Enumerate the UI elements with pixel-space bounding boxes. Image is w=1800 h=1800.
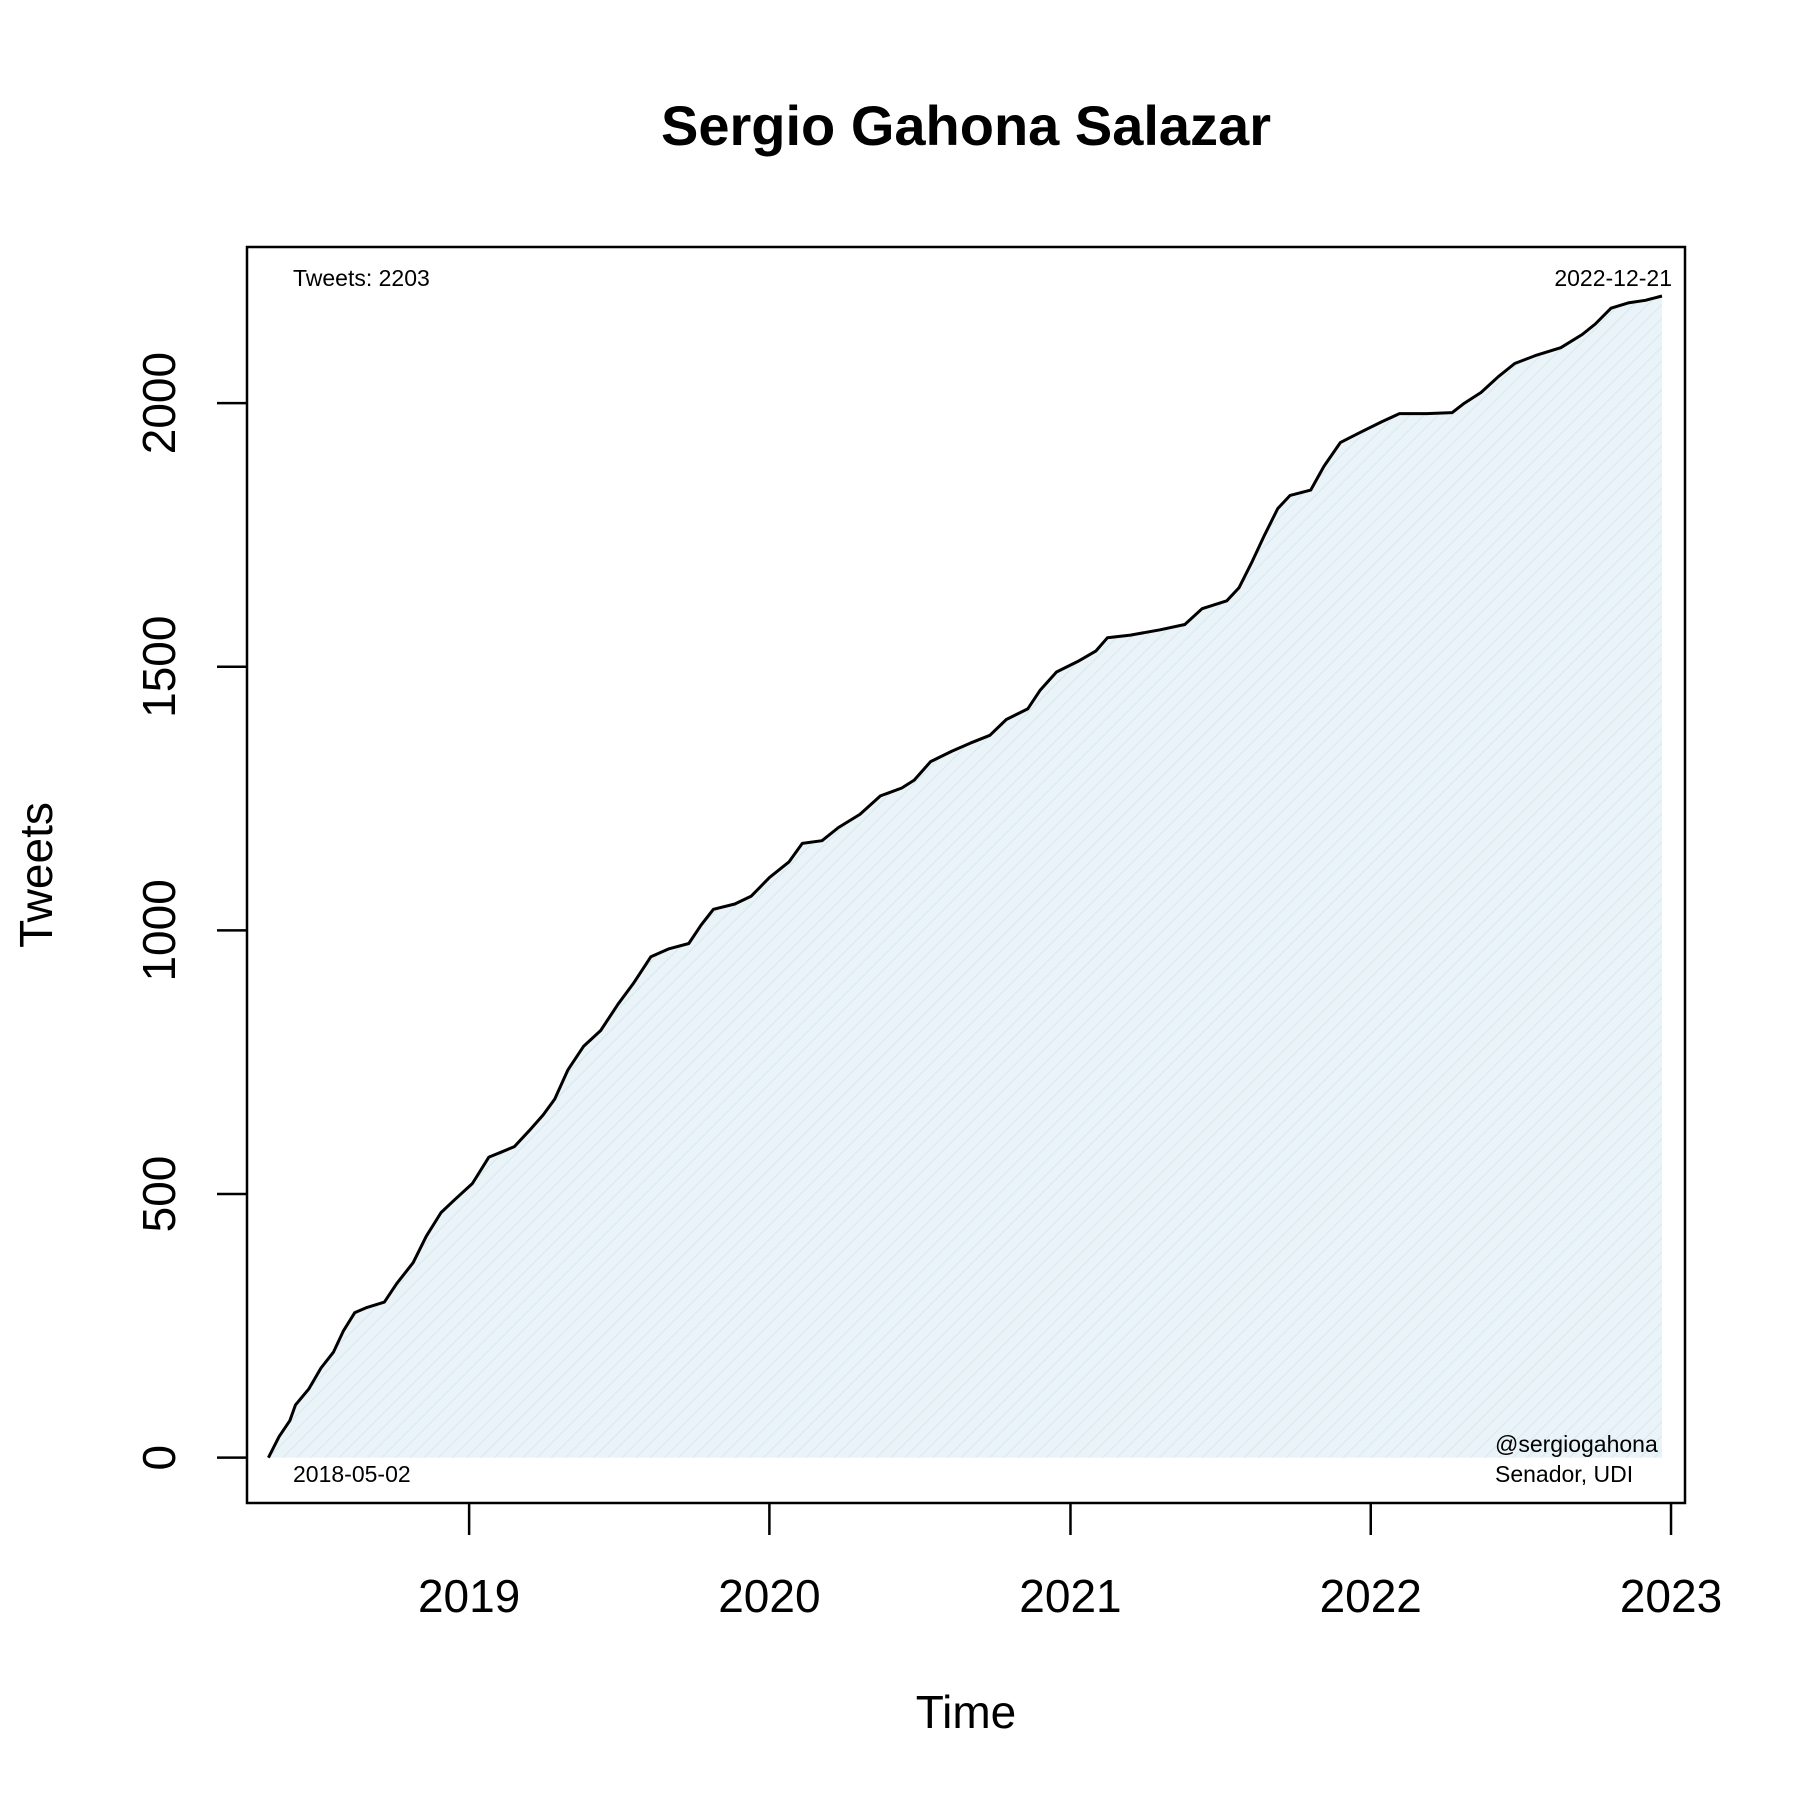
- end-date-annotation: 2022-12-21: [1554, 265, 1672, 291]
- x-tick-label: 2020: [718, 1570, 820, 1622]
- total-tweets-annotation: Tweets: 2203: [293, 265, 430, 291]
- series-area-fill: [268, 296, 1662, 1458]
- x-tick-label: 2022: [1320, 1570, 1422, 1622]
- x-tick-label: 2023: [1620, 1570, 1722, 1622]
- x-tick-label: 2019: [418, 1570, 520, 1622]
- y-axis-label: Tweets: [10, 802, 62, 948]
- series-line: [267, 294, 1663, 1459]
- x-tick-label: 2021: [1019, 1570, 1121, 1622]
- y-axis: 0 500 1000 1500 2000: [133, 352, 247, 1471]
- y-tick-label: 1000: [133, 879, 185, 981]
- y-tick-label: 0: [133, 1445, 185, 1471]
- role-annotation: Senador, UDI: [1495, 1461, 1633, 1487]
- y-tick-label: 1500: [133, 616, 185, 718]
- handle-annotation: @sergiogahona: [1495, 1431, 1658, 1457]
- y-tick-label: 500: [133, 1156, 185, 1233]
- x-axis: 2019 2020 2021 2022 2023: [418, 1503, 1722, 1622]
- start-date-annotation: 2018-05-02: [293, 1461, 411, 1487]
- x-axis-label: Time: [916, 1686, 1017, 1738]
- chart-title: Sergio Gahona Salazar: [661, 94, 1271, 157]
- plot-frame: [245, 245, 1687, 1505]
- y-tick-label: 2000: [133, 352, 185, 454]
- plot-area: [267, 294, 1663, 1459]
